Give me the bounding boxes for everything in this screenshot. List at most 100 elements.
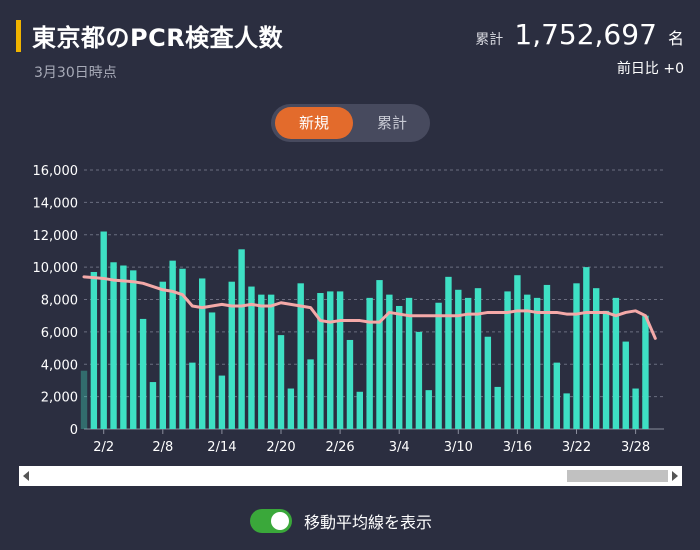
view-toggle[interactable]: 新規 累計	[271, 104, 430, 142]
bar	[248, 286, 255, 429]
bar	[504, 291, 511, 429]
total-unit: 名	[667, 29, 684, 48]
bar	[386, 294, 393, 429]
moving-average-layer	[82, 275, 657, 340]
x-tick-label: 2/2	[93, 440, 114, 455]
chart-area[interactable]: 0 2,000 4,000 6,000 8,000 10,000 12,000 14,000 1…	[0, 150, 700, 470]
bar	[267, 294, 275, 429]
total-label: 累計	[475, 32, 504, 48]
bar	[484, 336, 492, 429]
y-tick-label: 8,000	[41, 294, 78, 309]
moving-average-toggle[interactable]: 移動平均線を表示	[250, 506, 432, 536]
bar	[445, 276, 452, 429]
x-tick-label: 2/26	[325, 440, 354, 455]
scroll-left-arrow-icon[interactable]	[23, 471, 29, 481]
bar-chart: 0 2,000 4,000 6,000 8,000 10,000 12,000 14,000 1…	[33, 164, 664, 455]
bar	[425, 390, 432, 429]
x-tick-label: 2/8	[152, 440, 173, 455]
x-tick-label: 3/10	[444, 440, 473, 455]
page-title: 東京都のPCR検査人数	[32, 24, 284, 52]
bar	[159, 281, 166, 429]
y-tick-label: 6,000	[41, 326, 78, 341]
bar	[573, 283, 580, 429]
y-tick-label: 16,000	[33, 164, 79, 179]
bar	[199, 278, 206, 429]
toggle-knob	[271, 512, 289, 530]
bar	[514, 275, 521, 429]
bar-layer	[80, 231, 649, 429]
bar	[593, 288, 600, 429]
x-tick-label: 2/20	[266, 440, 295, 455]
bar	[120, 265, 127, 429]
bar	[218, 375, 226, 429]
x-tick-label: 3/22	[562, 440, 591, 455]
bar	[533, 297, 541, 429]
as-of-date: 3月30日時点	[34, 65, 117, 81]
bar	[189, 362, 196, 429]
bar	[435, 302, 442, 429]
bar	[622, 341, 629, 429]
toggle-switch[interactable]	[250, 509, 292, 533]
bar	[583, 267, 590, 429]
bar	[80, 370, 88, 429]
bar	[642, 315, 649, 429]
y-tick-label: 14,000	[33, 196, 79, 211]
bar	[238, 249, 245, 429]
bar	[405, 297, 413, 429]
moving-average-label: 移動平均線を表示	[304, 513, 433, 532]
bar	[169, 260, 176, 429]
bar	[346, 339, 354, 429]
bar	[327, 291, 334, 429]
y-tick-label: 0	[70, 423, 78, 438]
tab-new[interactable]: 新規	[275, 107, 353, 139]
bar	[277, 335, 285, 429]
tab-cumulative[interactable]: 累計	[376, 114, 407, 132]
bar	[455, 289, 462, 429]
bar	[524, 294, 531, 429]
bar	[543, 284, 551, 429]
scroll-right-arrow-icon[interactable]	[672, 471, 678, 481]
day-over-day: 前日比 +0	[616, 61, 684, 77]
bar	[376, 280, 383, 429]
bar	[494, 386, 501, 429]
bar	[307, 359, 314, 429]
y-tick-label: 4,000	[41, 358, 78, 373]
bar	[228, 281, 235, 429]
bar	[110, 262, 117, 429]
total-value: 1,752,697	[514, 18, 657, 51]
y-axis-labels: 0 2,000 4,000 6,000 8,000 10,000 12,000 14,000 1…	[33, 164, 79, 438]
title-accent-bar	[16, 20, 21, 52]
bar	[179, 268, 186, 429]
bar	[287, 388, 295, 429]
bar	[563, 393, 570, 429]
y-tick-label: 12,000	[33, 229, 79, 244]
bar	[208, 312, 216, 429]
bar	[396, 305, 403, 429]
bar	[415, 331, 423, 429]
x-tick-label: 3/4	[389, 440, 410, 455]
bar	[464, 297, 472, 429]
bar	[139, 318, 147, 429]
bar	[130, 270, 137, 429]
bar	[356, 391, 363, 429]
bar	[317, 293, 324, 429]
x-axis-labels: 2/2 2/8 2/14 2/20 2/26 3/4 3/10 3/16 3/22 3/28	[93, 429, 650, 455]
bar	[602, 310, 610, 429]
bar	[297, 283, 304, 429]
bar	[336, 291, 344, 429]
bar	[474, 288, 482, 429]
moving-average-line	[82, 275, 657, 340]
bar	[632, 388, 639, 429]
x-tick-label: 3/28	[621, 440, 650, 455]
total-summary: 累計 1,752,697 名	[475, 18, 684, 51]
x-tick-label: 3/16	[503, 440, 532, 455]
x-tick-label: 2/14	[207, 440, 236, 455]
bar	[149, 382, 157, 429]
bar	[612, 297, 620, 429]
y-tick-label: 2,000	[41, 391, 78, 406]
bar	[258, 294, 265, 429]
chart-scrollbar[interactable]	[19, 466, 682, 486]
scroll-thumb[interactable]	[567, 470, 668, 482]
y-tick-label: 10,000	[33, 261, 79, 276]
